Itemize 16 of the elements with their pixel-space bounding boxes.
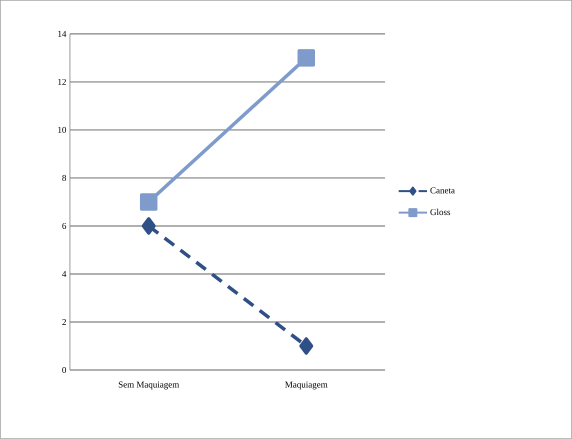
y-tick-label: 4	[62, 271, 66, 277]
y-tick-label: 14	[58, 30, 66, 37]
legend-label: Caneta	[430, 187, 455, 194]
y-tick-label: 2	[62, 319, 66, 325]
y-tick-label: 12	[58, 78, 66, 85]
y-tick-label: 0	[62, 367, 66, 374]
point	[299, 337, 314, 355]
point	[140, 193, 158, 211]
point	[298, 49, 316, 67]
y-tick-label: 8	[62, 174, 66, 182]
y-tick-label: 10	[58, 126, 66, 133]
x-tick-label: Maquiagem	[285, 382, 328, 390]
legend-label: Gloss	[430, 208, 450, 216]
y-tick-label: 6	[62, 222, 66, 230]
x-tick-label: Sem Maquiagem	[118, 382, 180, 390]
point	[142, 217, 156, 235]
